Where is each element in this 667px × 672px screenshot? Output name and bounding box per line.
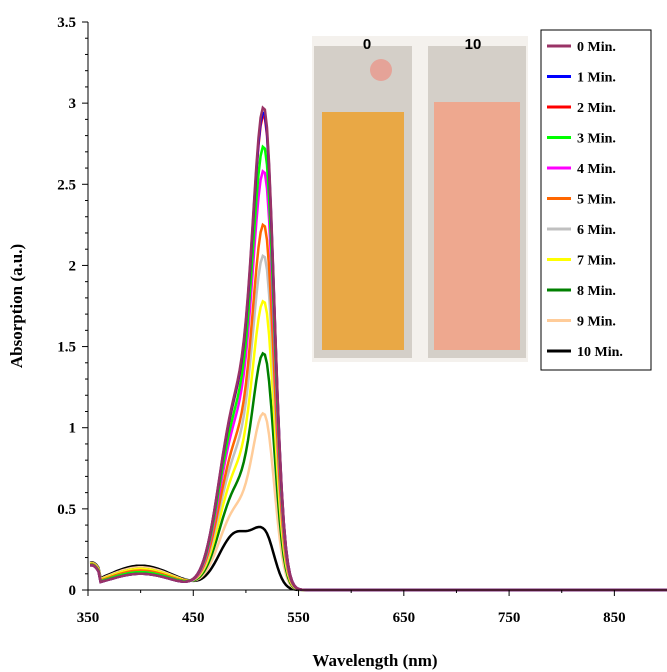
cuvette-10 [428,46,526,358]
x-tick-label: 550 [287,610,310,626]
legend-label: 6 Min. [577,223,616,238]
legend-label: 4 Min. [577,162,616,177]
y-tick-label: 2.5 [57,177,76,193]
inset-photo: 0 10 [312,36,528,362]
cuvette-10-liquid [434,102,520,350]
series-line [89,411,667,592]
y-tick-label: 3 [69,96,77,112]
x-tick-label: 650 [393,610,416,626]
y-axis-title: Absorption (a.u.) [7,244,26,368]
cuvette-10-label: 10 [465,36,482,53]
cuvette-0-mark [370,59,392,81]
x-tick-label: 850 [603,610,626,626]
x-tick-label: 450 [182,610,205,626]
y-tick-label: 3.5 [57,15,76,31]
legend-label: 10 Min. [577,345,623,360]
legend: 0 Min. 1 Min. 2 Min. 3 Min. 4 Min. 5 Min. 6 Mi… [540,29,652,371]
legend-label: 1 Min. [577,71,616,86]
legend-label: 3 Min. [577,132,616,147]
legend-label: 9 Min. [577,315,616,330]
y-tick-label: 0.5 [57,502,76,518]
tick-layer: 350 450 550 650 750 850 0 0.5 1 1.5 2 2.5 3 3.5 [57,15,625,626]
legend-label: 0 Min. [577,40,616,55]
legend-label: 8 Min. [577,284,616,299]
legend-label: 5 Min. [577,193,616,208]
legend-label: 7 Min. [577,254,616,269]
series-line [89,351,667,592]
cuvette-0-label: 0 [363,36,371,53]
y-tick-label: 0 [69,583,77,599]
cuvette-0 [314,46,412,358]
legend-label: 2 Min. [577,101,616,116]
y-tick-label: 2 [69,258,77,274]
y-tick-label: 1.5 [57,340,76,356]
y-tick-label: 1 [69,421,77,437]
cuvette-0-liquid [322,112,404,350]
x-tick-label: 750 [498,610,521,626]
x-tick-label: 350 [77,610,100,626]
x-axis-title: Wavelength (nm) [312,651,437,670]
